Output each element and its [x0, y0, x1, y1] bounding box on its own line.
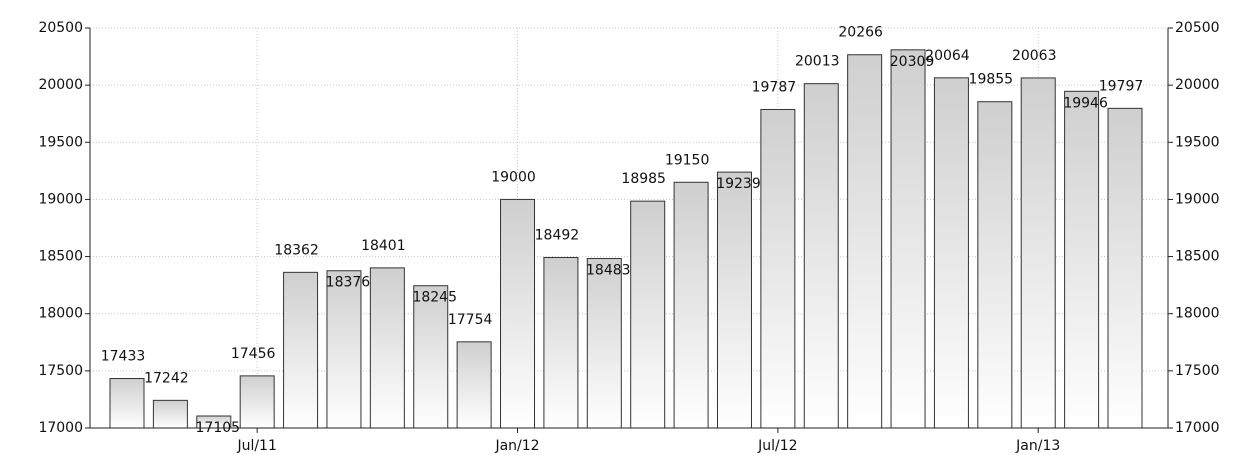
data-label: 18245	[412, 290, 457, 306]
y-tick-label: 18000	[38, 306, 83, 322]
y2-tick-label: 18500	[1175, 249, 1220, 265]
bar	[239, 375, 275, 429]
bar	[543, 256, 579, 429]
bar	[586, 258, 622, 429]
data-label: 18401	[361, 238, 406, 254]
bar	[1107, 107, 1143, 429]
y2-tick-label: 19500	[1175, 134, 1220, 150]
data-label: 18483	[586, 263, 631, 279]
y2-tick-label: 20500	[1175, 20, 1220, 36]
data-label: 20064	[925, 48, 970, 64]
data-label: 20063	[1012, 48, 1057, 64]
data-label: 18492	[535, 227, 580, 243]
y-tick-label: 17500	[38, 363, 83, 379]
data-label: 20266	[838, 25, 883, 41]
y-tick-label: 18500	[38, 249, 83, 265]
y-tick-label: 17000	[38, 420, 83, 436]
data-label: 19946	[1063, 95, 1108, 111]
y2-tick-label: 18000	[1175, 306, 1220, 322]
bar	[456, 341, 492, 429]
data-label: 17456	[231, 346, 276, 362]
bar	[630, 200, 666, 429]
data-label: 18362	[274, 242, 319, 258]
data-label: 19787	[752, 79, 797, 95]
bar	[152, 399, 188, 429]
bar	[847, 54, 883, 429]
bar	[1064, 90, 1100, 429]
data-label: 20309	[890, 54, 935, 70]
data-label: 18985	[621, 171, 666, 187]
x-tick-label: Jan/12	[494, 438, 539, 454]
data-label: 17754	[448, 312, 493, 328]
bar	[326, 270, 362, 429]
y2-tick-label: 20000	[1175, 77, 1220, 93]
bar	[803, 83, 839, 429]
x-tick-label: Jan/13	[1015, 438, 1060, 454]
bar	[890, 49, 926, 429]
data-label: 19855	[969, 72, 1014, 88]
bar	[413, 285, 449, 429]
data-label: 20013	[795, 54, 840, 70]
bar	[500, 198, 536, 429]
data-label: 17433	[101, 349, 146, 365]
bar	[760, 108, 796, 429]
bar	[933, 77, 969, 429]
data-label: 17242	[144, 370, 189, 386]
y2-tick-label: 17500	[1175, 363, 1220, 379]
bar	[109, 378, 145, 429]
bar	[977, 101, 1013, 429]
data-label: 19150	[665, 152, 710, 168]
data-label: 18376	[326, 275, 371, 291]
y-tick-label: 19500	[38, 134, 83, 150]
bar	[673, 181, 709, 429]
bar	[1020, 77, 1056, 429]
bar	[716, 171, 752, 429]
y2-tick-label: 17000	[1175, 420, 1220, 436]
y-tick-label: 19000	[38, 191, 83, 207]
x-tick-label: Jul/12	[757, 438, 797, 454]
data-label: 19000	[491, 169, 536, 185]
data-label: 19239	[716, 176, 761, 192]
data-label: 19797	[1099, 78, 1144, 94]
y-tick-label: 20500	[38, 20, 83, 36]
y-tick-label: 20000	[38, 77, 83, 93]
bar	[283, 271, 319, 429]
bar	[369, 267, 405, 429]
y2-tick-label: 19000	[1175, 191, 1220, 207]
x-tick-label: Jul/11	[236, 438, 276, 454]
